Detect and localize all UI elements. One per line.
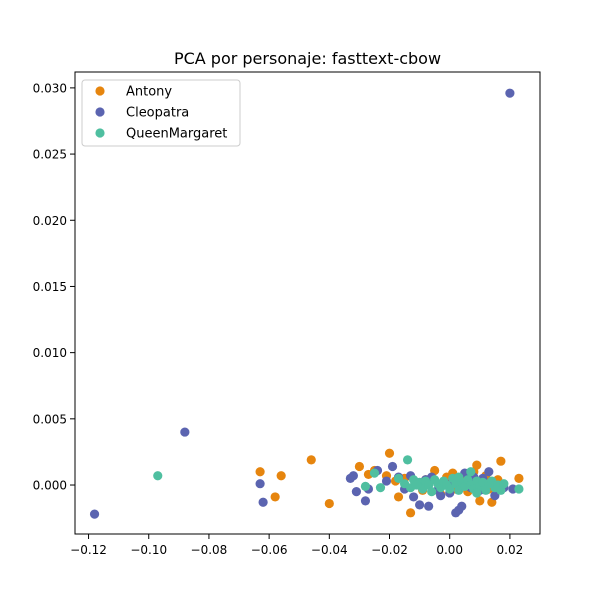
x-tick-label: −0.04 xyxy=(311,543,348,557)
y-tick-label: 0.000 xyxy=(33,479,67,493)
y-tick-label: 0.030 xyxy=(33,81,67,95)
data-point xyxy=(348,471,358,481)
data-point xyxy=(436,491,446,501)
data-point xyxy=(276,471,286,481)
data-point xyxy=(381,476,392,486)
x-tick-label: −0.06 xyxy=(251,543,288,557)
data-point xyxy=(466,467,476,477)
x-tick-label: 0.02 xyxy=(497,543,524,557)
legend-marker xyxy=(95,128,105,138)
data-point xyxy=(306,455,316,465)
y-tick-label: 0.025 xyxy=(33,148,67,162)
series-queenmargaret xyxy=(153,455,524,498)
data-point xyxy=(445,484,455,494)
data-point xyxy=(484,467,494,477)
data-point xyxy=(270,492,280,502)
data-point xyxy=(496,456,506,466)
y-tick-label: 0.015 xyxy=(33,280,67,294)
data-point xyxy=(457,501,467,511)
data-point xyxy=(375,483,386,493)
data-point xyxy=(393,492,404,502)
data-point xyxy=(255,467,265,477)
data-point xyxy=(258,497,268,507)
data-point xyxy=(369,468,380,478)
x-tick-label: −0.10 xyxy=(130,543,167,557)
legend-marker xyxy=(95,86,105,96)
data-point xyxy=(408,492,419,502)
data-point xyxy=(514,484,524,494)
data-point xyxy=(424,501,434,511)
x-tick-label: −0.02 xyxy=(371,543,408,557)
data-point xyxy=(402,455,413,465)
data-point xyxy=(384,448,395,458)
data-point xyxy=(324,498,334,509)
plot-area: −0.12 −0.10 −0.08 −0.06 −0.04 −0.02 0.00 0.02 0.… xyxy=(33,71,541,557)
data-point xyxy=(393,473,404,483)
chart-title: PCA por personaje: fasttext-cbow xyxy=(174,49,441,68)
data-point xyxy=(427,487,437,497)
data-point xyxy=(351,487,362,497)
data-point xyxy=(514,473,524,483)
axes-frame xyxy=(74,71,541,535)
data-point xyxy=(255,479,265,489)
y-tick-label: 0.020 xyxy=(33,214,67,228)
data-point xyxy=(153,471,163,481)
data-point xyxy=(472,460,482,470)
data-point xyxy=(89,509,100,519)
data-point xyxy=(499,479,509,489)
data-point xyxy=(412,480,422,490)
x-tick-label: −0.08 xyxy=(191,543,228,557)
data-point xyxy=(490,491,500,501)
y-tick-label: 0.010 xyxy=(33,346,67,360)
legend-frame xyxy=(81,79,241,147)
data-point xyxy=(475,496,485,506)
data-point xyxy=(180,427,190,437)
data-point xyxy=(505,88,515,98)
legend-marker xyxy=(95,107,105,117)
data-point xyxy=(354,461,365,472)
legend: Antony Cleopatra QueenMargaret xyxy=(81,79,241,147)
y-tick-label: 0.005 xyxy=(33,412,67,426)
legend-label: Cleopatra xyxy=(126,106,189,121)
data-point xyxy=(360,481,371,491)
data-point xyxy=(415,500,425,510)
data-point xyxy=(454,472,464,482)
x-tick-label: −0.12 xyxy=(70,543,107,557)
data-point xyxy=(360,496,371,506)
x-tick-label: 0.00 xyxy=(436,543,463,557)
legend-label: Antony xyxy=(126,85,172,100)
data-point xyxy=(387,461,398,472)
data-point xyxy=(472,488,482,498)
legend-label: QueenMargaret xyxy=(126,127,227,142)
data-point xyxy=(405,508,416,518)
